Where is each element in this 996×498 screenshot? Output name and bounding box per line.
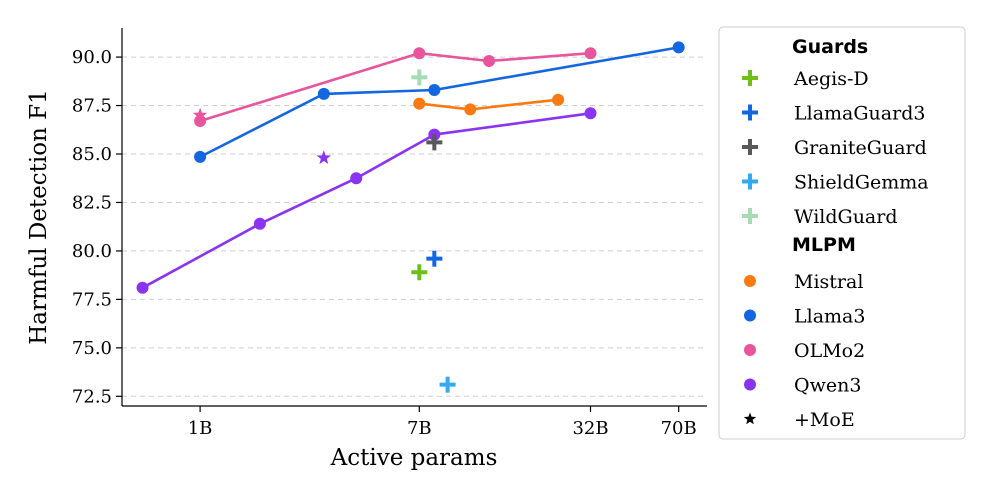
legend-item-shieldgemma: ShieldGemma	[742, 172, 929, 194]
moe-points	[192, 107, 331, 164]
legend-label: WildGuard	[794, 206, 898, 228]
x-tick-label: 1B	[188, 418, 213, 439]
data-point-olmo2	[483, 54, 496, 67]
legend-item-graniteguard: GraniteGuard	[742, 137, 927, 159]
x-tick-label: 32B	[572, 418, 608, 439]
series-qwen3	[136, 107, 597, 294]
legend-item-aegis-d: Aegis-D	[742, 68, 869, 90]
legend-label: LlamaGuard3	[794, 103, 925, 125]
legend-label: Mistral	[794, 271, 863, 293]
legend-label: Llama3	[794, 306, 865, 328]
series-line-qwen3	[141, 112, 591, 289]
data-point-qwen3	[253, 217, 266, 230]
legend-mlpm: Mistral Llama3 OLMo2 Qwen3	[744, 271, 865, 397]
legend-swatch-dot	[744, 344, 756, 356]
y-tick-label: 75.0	[72, 338, 112, 359]
legend-item-llamaguard3: LlamaGuard3	[742, 103, 925, 125]
legend-moe: +MoE	[743, 409, 855, 431]
moe-point-olmo2	[192, 107, 208, 122]
guard-point-llamaguard3	[426, 250, 443, 267]
data-point-llama3	[194, 150, 207, 163]
series-mistral	[413, 93, 565, 116]
data-point-mistral	[413, 97, 426, 110]
legend-item-mistral: Mistral	[744, 271, 863, 293]
legend: Guards Aegis-D LlamaGuard3 GraniteGuard Shi…	[718, 26, 966, 440]
legend-item-qwen3: Qwen3	[744, 375, 861, 397]
legend-label: Qwen3	[794, 375, 861, 397]
data-point-mistral	[464, 103, 477, 116]
y-tick-label: 87.5	[72, 96, 112, 117]
y-tick-label: 90.0	[72, 47, 112, 68]
legend-label-moe: +MoE	[794, 409, 855, 431]
guard-point-graniteguard	[426, 134, 443, 151]
y-tick-label: 72.5	[72, 386, 112, 407]
legend-swatch-dot	[744, 309, 756, 322]
legend-label: ShieldGemma	[794, 172, 929, 194]
data-point-olmo2	[413, 47, 426, 60]
legend-label: Aegis-D	[793, 68, 869, 90]
data-point-olmo2	[584, 47, 597, 60]
data-point-mistral	[552, 93, 565, 106]
series-llama3	[194, 41, 685, 163]
guard-points	[411, 69, 456, 393]
y-tick-label: 80.0	[72, 241, 112, 262]
axes	[121, 28, 707, 407]
guard-point-shieldgemma	[439, 376, 456, 393]
legend-guards-title: Guards	[792, 36, 868, 58]
series	[136, 41, 685, 294]
legend-swatch-dot	[744, 378, 756, 391]
y-axis-label: Harmful Detection F1	[26, 89, 52, 345]
legend-item-olmo2: OLMo2	[744, 340, 865, 362]
legend-item-wildguard: WildGuard	[742, 206, 898, 228]
x-tick-label: 7B	[407, 418, 432, 439]
legend-swatch-star	[743, 412, 757, 425]
y-ticks: 72.5 75.0 77.5 80.0 82.5 85.0 87.5 90.0	[72, 47, 122, 407]
legend-mlpm-title: MLPM	[792, 234, 856, 256]
legend-swatch-plus	[742, 139, 758, 155]
guard-point-aegis-d	[411, 264, 428, 281]
moe-point-qwen3	[316, 150, 331, 164]
legend-item-llama3: Llama3	[744, 306, 865, 328]
grid-lines	[122, 56, 707, 397]
data-point-qwen3	[136, 281, 149, 294]
legend-label: GraniteGuard	[794, 137, 927, 159]
data-point-llama3	[317, 87, 330, 100]
legend-swatch-plus	[742, 70, 758, 86]
x-tick-label: 70B	[661, 418, 697, 439]
x-ticks: 1B 7B 32B 70B	[188, 406, 697, 439]
y-tick-label: 77.5	[72, 289, 112, 310]
legend-swatch-plus	[742, 173, 758, 190]
legend-swatch-plus	[742, 208, 758, 224]
data-point-llama3	[672, 41, 685, 54]
data-point-llama3	[428, 84, 441, 97]
legend-frame	[718, 26, 966, 440]
y-tick-label: 82.5	[72, 192, 112, 213]
series-line-mistral	[419, 98, 559, 111]
data-point-qwen3	[584, 107, 597, 120]
guard-point-wildguard	[411, 69, 428, 86]
legend-guards: Aegis-D LlamaGuard3 GraniteGuard ShieldGemm…	[742, 68, 929, 228]
series-line-olmo2	[199, 51, 591, 123]
x-axis-label: Active params	[330, 445, 498, 471]
series-olmo2	[194, 47, 597, 128]
series-line-llama3	[199, 46, 679, 159]
data-point-qwen3	[350, 172, 363, 185]
legend-label: OLMo2	[794, 340, 865, 362]
y-tick-label: 85.0	[72, 144, 112, 165]
legend-swatch-plus	[742, 104, 758, 121]
legend-swatch-dot	[744, 275, 756, 287]
